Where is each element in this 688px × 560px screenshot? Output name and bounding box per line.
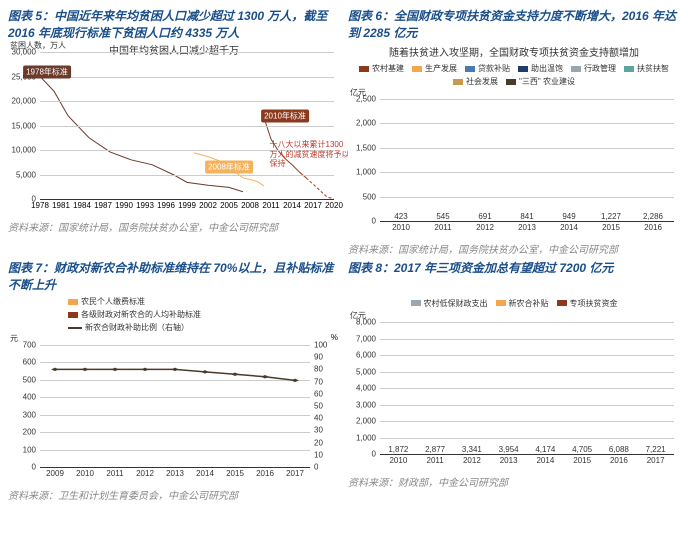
chart7-title: 图表 7：财政对新农合补助标准维持在 70%以上，且补贴标准不断上升 — [8, 260, 340, 294]
chart6-panel: 图表 6：全国财政专项扶贫资金支持力度不断增大，2016 年达到 2285 亿元… — [348, 8, 680, 256]
chart6-xaxis: 2010201120122013201420152016 — [380, 223, 674, 239]
chart5-xaxis: 1978198119841987199019931996199920022005… — [40, 201, 334, 217]
chart6-subtitle: 随着扶贫进入攻坚期，全国财政专项扶贫资金支持额增加 — [348, 44, 680, 59]
chart7-plot: 0102030405060708090100 — [40, 345, 310, 467]
chart6-plot: 4235456918419491,2272,286 — [380, 99, 674, 221]
chart5-plot: 1978年标准2008年标准2010年标准十八大以来累计1300万人的减贫速度将… — [40, 52, 334, 199]
chart8-legend: 农村低保财政支出新农合补贴专项扶贫资金 — [348, 294, 680, 312]
chart6-legend: 农村基建生产发展贷款补贴助出温饱行政管理扶贫扶智社会发展"三西" 农业建设 — [348, 61, 680, 89]
chart8-source: 资料来源：财政部，中金公司研究部 — [348, 474, 680, 489]
chart7-legend: 农民个人缴费标准各级财政对新农合的人均补助标准新农合财政补助比例（右轴） — [8, 294, 340, 335]
chart-grid: 图表 5：中国近年来年均贫困人口减少超过 1300 万人，截至 2016 年底现… — [8, 8, 680, 502]
chart8-plot: 1,8722,8773,3413,9544,1744,7056,0887,221 — [380, 322, 674, 454]
chart5-area: 贫困人数，万人 中国年均贫困人口减少超千万 05,00010,00015,000… — [8, 42, 340, 217]
chart8-title: 图表 8：2017 年三项资金加总有望超过 7200 亿元 — [348, 260, 680, 294]
chart6-source: 资料来源：国家统计局，国务院扶贫办公室，中金公司研究部 — [348, 241, 680, 256]
chart7-yaxis: 0100200300400500600700 — [8, 345, 38, 467]
chart7-xaxis: 200920102011201220132014201520162017 — [40, 469, 310, 485]
chart7-source: 资料来源：卫生和计划生育委员会，中金公司研究部 — [8, 487, 340, 502]
chart8-panel: 图表 8：2017 年三项资金加总有望超过 7200 亿元 农村低保财政支出新农… — [348, 260, 680, 502]
chart5-title: 图表 5：中国近年来年均贫困人口减少超过 1300 万人，截至 2016 年底现… — [8, 8, 340, 42]
chart7-area: 元 0100200300400500600700 010203040506070… — [8, 335, 340, 485]
chart6-title: 图表 6：全国财政专项扶贫资金支持力度不断增大，2016 年达到 2285 亿元 — [348, 8, 680, 42]
chart5-panel: 图表 5：中国近年来年均贫困人口减少超过 1300 万人，截至 2016 年底现… — [8, 8, 340, 256]
chart7-y2label: % — [331, 333, 338, 342]
chart8-area: 亿元 01,0002,0003,0004,0005,0006,0007,0008… — [348, 312, 680, 472]
chart5-source: 资料来源：国家统计局，国务院扶贫办公室，中金公司研究部 — [8, 219, 340, 234]
chart6-area: 亿元 05001,0001,5002,0002,500 423545691841… — [348, 89, 680, 239]
chart6-yaxis: 05001,0001,5002,0002,500 — [348, 99, 378, 221]
chart8-xaxis: 20102011201220132014201520162017 — [380, 456, 674, 472]
chart8-yaxis: 01,0002,0003,0004,0005,0006,0007,0008,00… — [348, 322, 378, 454]
chart7-panel: 图表 7：财政对新农合补助标准维持在 70%以上，且补贴标准不断上升 农民个人缴… — [8, 260, 340, 502]
chart7-ylabel: 元 — [10, 333, 18, 344]
